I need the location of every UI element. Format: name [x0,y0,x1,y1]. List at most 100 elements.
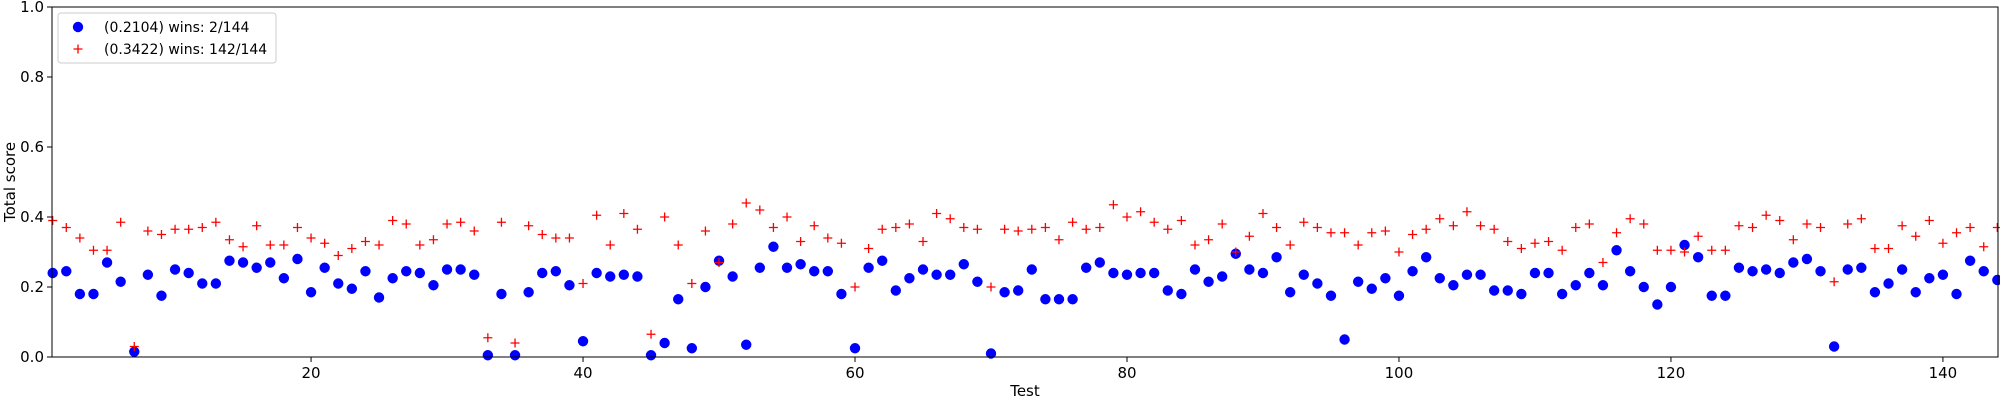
legend-entry-label: (0.2104) wins: 2/144 [104,20,249,36]
data-point [972,224,982,234]
data-point [755,205,765,215]
data-point [1163,224,1173,234]
data-point [1665,281,1677,293]
data-point [1843,219,1853,229]
data-point [1339,334,1350,345]
data-point [251,262,262,273]
data-point [1312,278,1323,289]
data-point [1285,240,1295,250]
data-point [592,210,602,220]
data-point [333,278,344,289]
data-point [1257,267,1269,279]
data-point [1910,287,1921,298]
data-point [1380,273,1391,284]
data-point [550,266,562,277]
data-point [1393,290,1405,301]
data-point [319,262,330,273]
data-point [1964,255,1976,266]
data-point [864,244,874,253]
series-0-marks [47,239,2000,361]
y-tick-label: 1.0 [20,0,44,16]
data-point [1856,262,1867,273]
data-point [619,209,629,218]
data-point [945,269,956,280]
data-point [510,338,520,348]
data-point [795,259,806,270]
data-point [1842,264,1853,275]
data-point [265,240,275,250]
x-tick-label: 120 [1657,364,1686,382]
data-point [645,350,657,361]
data-point [959,223,969,232]
data-point [252,221,262,231]
data-point [238,242,248,252]
data-point [483,333,493,343]
data-point [931,269,942,280]
data-point [1584,219,1594,229]
data-point [891,223,901,232]
data-point [1162,285,1173,296]
data-point [1896,264,1908,275]
data-point [1340,228,1350,238]
data-point [143,226,153,236]
data-point [1298,269,1309,280]
legend-marker [72,21,84,33]
data-point [1625,214,1635,224]
data-point [904,219,914,229]
data-point [1258,209,1268,218]
data-point [156,230,166,239]
data-point [1557,245,1567,255]
data-point [415,240,425,250]
data-point [1394,247,1404,257]
data-point [1911,231,1921,241]
data-point [292,223,302,232]
data-point [1421,224,1431,234]
data-point [1774,267,1785,279]
y-axis-label: Total score [1,142,19,223]
data-point [822,266,834,277]
data-point [1475,269,1486,280]
data-point [1488,285,1500,296]
data-point [1707,245,1717,255]
data-point [1284,287,1296,298]
data-point [1108,200,1118,210]
data-point [1788,257,1799,268]
data-point [1271,252,1282,263]
x-tick-label: 80 [1117,364,1136,382]
x-tick-label: 100 [1385,364,1414,382]
data-point [1952,228,1962,238]
data-point [184,224,194,234]
data-point [809,221,819,231]
y-tick-label: 0.6 [20,138,44,156]
data-point [1529,267,1541,279]
legend-box [57,12,277,64]
data-point [210,278,222,289]
data-point [129,346,140,357]
data-point [1013,285,1024,296]
data-point [1135,267,1146,279]
data-point [1000,224,1010,234]
data-point [578,279,588,288]
data-point [1420,252,1432,263]
data-point [320,238,330,248]
data-point [1584,267,1595,279]
data-point [88,288,99,300]
data-point [1992,223,2000,232]
data-point [224,255,235,266]
data-point [823,233,833,243]
data-point [1244,264,1255,275]
data-point [1897,221,1907,231]
data-point [306,233,316,243]
data-point [469,269,480,280]
data-point [1979,242,1989,252]
data-point [796,237,806,246]
data-point [224,235,234,245]
data-point [1951,288,1962,300]
y-tick-label: 0.0 [20,348,44,366]
data-point [1408,230,1418,239]
data-point [1639,219,1649,229]
data-point [1937,269,1949,280]
y-tick-label: 0.2 [20,278,44,296]
